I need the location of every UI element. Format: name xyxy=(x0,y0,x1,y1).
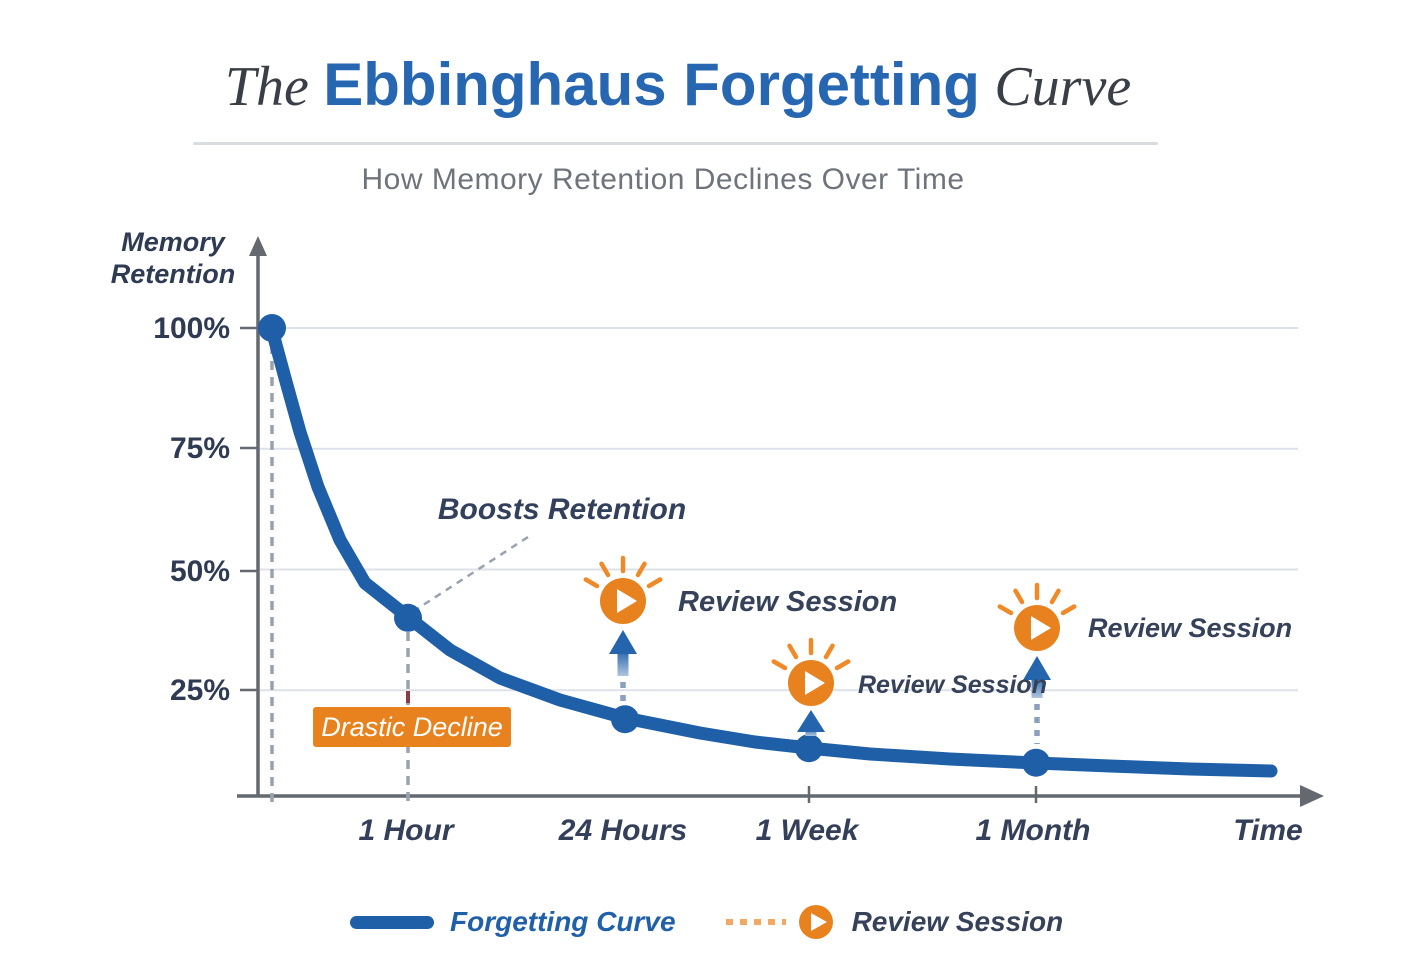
y-tick-75: 75% xyxy=(170,432,230,465)
play-icon xyxy=(798,905,833,939)
annotation-connector xyxy=(416,535,529,611)
review-session-label-24h: Review Session xyxy=(678,586,897,618)
data-points xyxy=(258,314,1050,777)
x-axis-arrowhead xyxy=(1300,785,1324,807)
y-axis-label: Memory Retention xyxy=(110,227,236,290)
gridlines xyxy=(260,327,1298,692)
legend-forgetting-curve-label: Forgetting Curve xyxy=(450,906,676,937)
x-tick-1month: 1 Month xyxy=(976,814,1091,847)
x-tick-1week: 1 Week xyxy=(756,814,860,847)
x-tick-24hours: 24 Hours xyxy=(558,814,687,847)
chart-legend: Forgetting Curve Review Session xyxy=(350,898,1063,946)
y-tick-25: 25% xyxy=(170,674,230,707)
x-tick-1hour: 1 Hour xyxy=(358,814,455,847)
axes xyxy=(237,236,1324,807)
title-prefix: The xyxy=(224,56,309,118)
legend-review-session-label: Review Session xyxy=(851,906,1064,937)
drastic-decline-label: Drastic Decline xyxy=(321,712,503,742)
forgetting-curve-line xyxy=(265,323,1278,778)
y-axis-arrowhead xyxy=(249,236,267,256)
y-tick-50: 50% xyxy=(170,555,230,588)
drastic-decline-badge xyxy=(313,707,511,747)
title-main: Ebbinghaus Forgetting xyxy=(323,51,980,118)
chart-subtitle: How Memory Retention Declines Over Time xyxy=(361,163,965,196)
page-title: The Ebbinghaus Forgetting Curve xyxy=(0,50,1356,119)
title-divider xyxy=(193,142,1158,145)
review-session-label-1week: Review Session xyxy=(858,671,1047,699)
y-tick-100: 100% xyxy=(153,312,230,345)
forgetting-curve-swatch xyxy=(350,915,434,929)
review-session-dash-swatch xyxy=(725,919,786,925)
x-axis-label-time: Time xyxy=(1233,814,1302,847)
boosts-retention-label: Boosts Retention xyxy=(438,493,686,526)
title-suffix: Curve xyxy=(994,56,1132,118)
review-session-label-1month: Review Session xyxy=(1088,613,1292,643)
review-session-markers xyxy=(583,555,1077,744)
